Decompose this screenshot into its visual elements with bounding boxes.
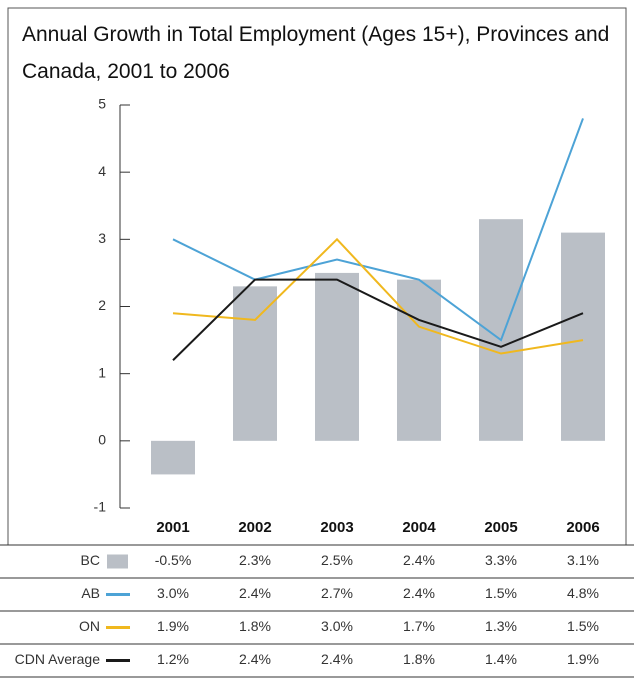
value-label: 2.7% xyxy=(321,585,353,601)
y-tick-label: 0 xyxy=(98,432,106,448)
value-label: 1.5% xyxy=(567,618,599,634)
value-label: 3.0% xyxy=(321,618,353,634)
line xyxy=(172,118,584,342)
y-tick-label: 1 xyxy=(98,364,106,380)
value-label: 3.3% xyxy=(485,552,517,568)
value-label: 3.0% xyxy=(157,585,189,601)
value-label: 2.4% xyxy=(321,651,353,667)
y-tick-label: 3 xyxy=(98,230,106,246)
value-label: 1.8% xyxy=(403,651,435,667)
y-tick-label: 4 xyxy=(98,163,106,179)
y-tick-label: 5 xyxy=(98,96,106,112)
legend-label: ON xyxy=(79,618,100,634)
value-label: -0.5% xyxy=(155,552,192,568)
value-label: 1.4% xyxy=(485,651,517,667)
value-label: 2.5% xyxy=(321,552,353,568)
line xyxy=(172,237,584,355)
bar xyxy=(315,272,359,441)
value-label: 1.7% xyxy=(403,618,435,634)
x-tick-label: 2002 xyxy=(238,519,271,536)
value-label: 2.4% xyxy=(239,651,271,667)
value-label: 1.3% xyxy=(485,618,517,634)
value-label: 3.1% xyxy=(567,552,599,568)
value-label: 1.9% xyxy=(157,618,189,634)
x-tick-label: 2001 xyxy=(156,519,189,536)
value-label: 1.9% xyxy=(567,651,599,667)
line xyxy=(172,278,584,361)
bar xyxy=(233,286,277,441)
bar xyxy=(479,219,523,441)
value-label: 1.5% xyxy=(485,585,517,601)
value-label: 2.4% xyxy=(403,552,435,568)
legend-swatch xyxy=(107,554,128,569)
value-label: 1.8% xyxy=(239,618,271,634)
bar xyxy=(151,440,195,475)
bar xyxy=(397,279,441,441)
value-label: 4.8% xyxy=(567,585,599,601)
bar xyxy=(561,232,605,441)
legend-label: CDN Average xyxy=(15,651,101,667)
x-tick-label: 2006 xyxy=(566,519,599,536)
legend-label: BC xyxy=(81,552,100,568)
value-label: 2.3% xyxy=(239,552,271,568)
y-tick-label: 2 xyxy=(98,297,106,313)
x-tick-label: 2003 xyxy=(320,519,353,536)
value-label: 2.4% xyxy=(403,585,435,601)
x-tick-label: 2004 xyxy=(402,519,436,536)
value-label: 1.2% xyxy=(157,651,189,667)
value-label: 2.4% xyxy=(239,585,271,601)
legend-label: AB xyxy=(81,585,100,601)
y-tick-label: -1 xyxy=(94,499,107,515)
chart-title: Annual Growth in Total Employment (Ages … xyxy=(22,23,610,83)
x-tick-label: 2005 xyxy=(484,519,517,536)
